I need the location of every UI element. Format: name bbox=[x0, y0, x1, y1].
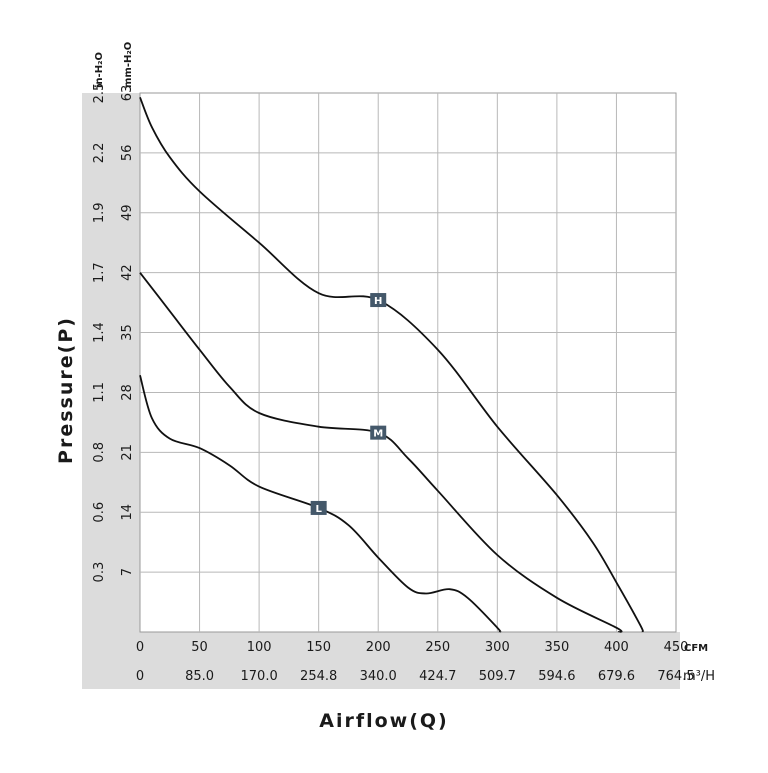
y-tick-label-in: 2.2 bbox=[92, 143, 107, 164]
x-tick-label-m3h: 0 bbox=[136, 669, 144, 684]
x-tick-label-cfm: 250 bbox=[425, 640, 450, 655]
x-axis-band bbox=[82, 632, 680, 689]
y-tick-label-in: 1.9 bbox=[92, 202, 107, 223]
x-tick-label-m3h: 254.8 bbox=[300, 669, 337, 684]
x-tick-label-cfm: 350 bbox=[544, 640, 569, 655]
y-tick-label-in: 1.4 bbox=[92, 322, 107, 343]
curve-h bbox=[139, 96, 644, 633]
x-tick-label-m3h: 340.0 bbox=[360, 669, 397, 684]
x-tick-label-m3h: 170.0 bbox=[241, 669, 278, 684]
curve-l bbox=[139, 375, 502, 633]
y-tick-label-in: 0.8 bbox=[92, 442, 107, 463]
x-tick-label-cfm: 400 bbox=[604, 640, 629, 655]
y-tick-label-mm: 7 bbox=[120, 568, 135, 576]
y-tick-label-in: 2.5 bbox=[92, 83, 107, 104]
marker-l bbox=[310, 500, 327, 515]
y-axis-title: Pressure(P) bbox=[55, 316, 77, 464]
y-tick-label-in: 0.6 bbox=[92, 502, 107, 523]
ticks: 0 0 50 85.0 100 170.0 150 254.8 200 340.0 250 424.7… bbox=[92, 83, 695, 684]
y-tick-label-mm: 28 bbox=[120, 384, 135, 401]
y-tick-label-in: 1.1 bbox=[92, 382, 107, 403]
y-tick-label-mm: 49 bbox=[120, 205, 135, 222]
x-tick-label-cfm: 100 bbox=[247, 640, 272, 655]
y-tick-label-mm: 56 bbox=[120, 145, 135, 162]
grid bbox=[140, 93, 676, 632]
x-tick-label-cfm: 50 bbox=[191, 640, 208, 655]
marker-label-m: M bbox=[373, 429, 383, 440]
y-tick-label-in: 1.7 bbox=[92, 262, 107, 283]
marker-h bbox=[370, 293, 387, 308]
y-tick-label-mm: 21 bbox=[120, 444, 135, 461]
x-tick-label-m3h: 764.5 bbox=[657, 669, 694, 684]
y-tick-label-mm: 14 bbox=[120, 504, 135, 521]
x-tick-label-cfm: 0 bbox=[136, 640, 144, 655]
x-tick-label-cfm: 200 bbox=[366, 640, 391, 655]
y-axis-band bbox=[82, 93, 140, 659]
plot-area bbox=[139, 92, 677, 633]
marker-label-l: L bbox=[315, 504, 322, 515]
x-tick-label-cfm: 150 bbox=[306, 640, 331, 655]
x-axis-title: Airflow(Q) bbox=[319, 710, 449, 732]
x-tick-label-m3h: 424.7 bbox=[419, 669, 456, 684]
markers: H M L bbox=[310, 293, 387, 515]
x-unit-secondary: m³/H bbox=[683, 669, 715, 684]
x-unit-primary: CFM bbox=[684, 643, 708, 654]
y-unit-primary: mm-H₂O bbox=[123, 42, 134, 88]
y-tick-label-mm: 42 bbox=[120, 264, 135, 281]
y-tick-label-in: 0.3 bbox=[92, 562, 107, 583]
y-tick-label-mm: 35 bbox=[120, 324, 135, 341]
x-tick-label-m3h: 85.0 bbox=[185, 669, 214, 684]
x-tick-label-cfm: 450 bbox=[664, 640, 689, 655]
marker-label-h: H bbox=[374, 296, 382, 307]
x-tick-label-cfm: 300 bbox=[485, 640, 510, 655]
x-tick-label-m3h: 679.6 bbox=[598, 669, 635, 684]
y-tick-label-mm: 63 bbox=[120, 85, 135, 102]
marker-m bbox=[370, 425, 387, 440]
y-unit-secondary: in-H₂O bbox=[94, 52, 105, 88]
x-tick-label-m3h: 509.7 bbox=[479, 669, 516, 684]
x-tick-label-m3h: 594.6 bbox=[538, 669, 575, 684]
